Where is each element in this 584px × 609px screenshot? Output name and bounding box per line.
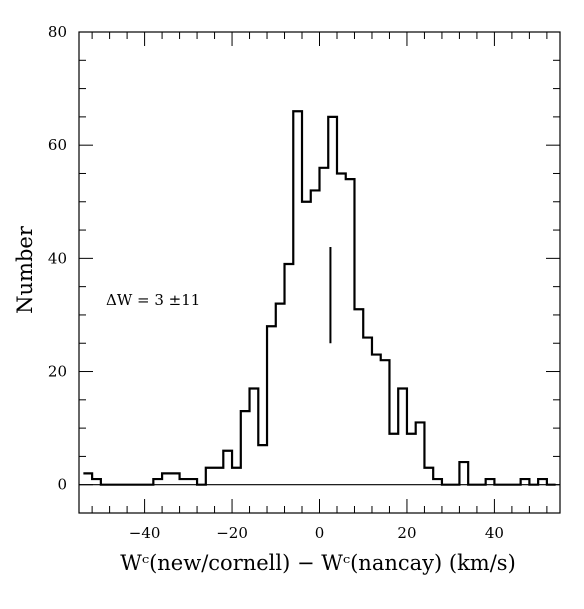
histogram-bar [223,451,232,485]
axis-tick-labels: −40 −20 0 20 40 0 20 40 60 80 [48,23,504,542]
histogram-bar [206,468,215,485]
x-tick-label: −40 [129,524,161,542]
histogram-bar [372,355,381,485]
x-axis-title: Wᶜ(new/cornell) − Wᶜ(nancay) (km/s) [120,551,516,575]
histogram-bar [285,264,294,485]
y-axis-title: Number [13,225,37,314]
histogram-bar [424,468,433,485]
histogram-bar [232,468,241,485]
y-tick-label: 20 [48,363,67,381]
histogram-bar [241,411,250,485]
histogram-bar [311,190,320,484]
histogram-bar [215,468,224,485]
histogram-bar [302,202,311,485]
axis-ticks [79,31,560,514]
x-tick-label: 0 [315,524,325,542]
histogram-bar [459,462,468,485]
y-tick-label: 80 [48,23,67,41]
delta-w-annotation: ΔW = 3 ±11 [106,291,200,309]
histogram-bar [83,473,92,484]
histogram-bar [407,434,416,485]
histogram-bar [267,326,276,484]
x-tick-label: 20 [397,524,416,542]
x-tick-label: 40 [485,524,504,542]
histogram-bar [258,445,267,485]
y-tick-label: 0 [57,476,67,494]
y-tick-label: 60 [48,136,67,154]
histogram-bar [381,360,390,484]
histogram-bar [416,422,425,484]
histogram-outline [83,110,556,486]
histogram-bar [293,111,302,484]
y-tick-label: 40 [48,249,67,267]
histogram-bar [363,338,372,485]
histogram-bar [276,304,285,485]
histogram-bar [320,168,329,485]
histogram-bar [389,434,398,485]
histogram-bar [354,309,363,484]
histogram-bar [346,179,355,485]
x-tick-label: −20 [216,524,248,542]
histogram-bar [337,173,346,484]
histogram-bar [398,389,407,485]
plot-frame [78,31,561,514]
histogram-bar [171,473,180,484]
histogram-bar [162,473,171,484]
histogram-bar [250,389,259,485]
